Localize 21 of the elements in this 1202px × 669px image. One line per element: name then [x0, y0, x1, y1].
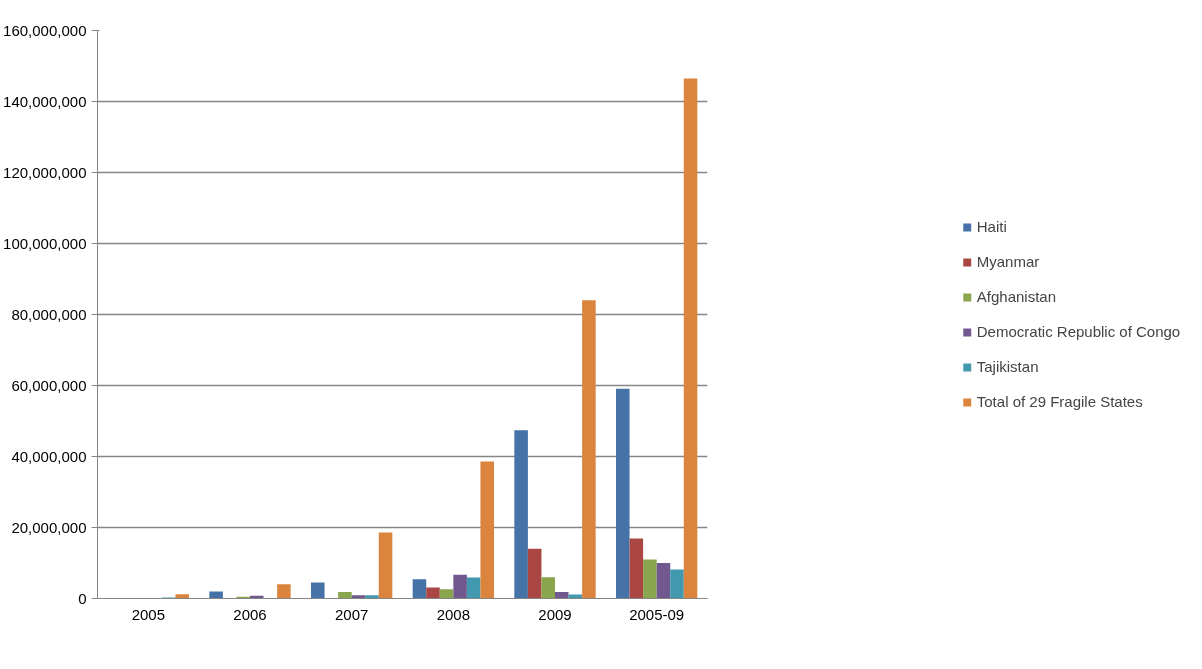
y-tick-label: 20,000,000	[11, 518, 87, 536]
legend-label: Democratic Republic of Congo	[976, 323, 1181, 340]
x-tick-label: 2007	[334, 605, 369, 623]
y-tick-label: 100,000,000	[3, 234, 87, 252]
y-tick-label: 80,000,000	[11, 305, 87, 323]
y-tick-label: 140,000,000	[3, 92, 87, 110]
y-tick-label: 40,000,000	[11, 447, 87, 465]
legend-label: Haiti	[976, 218, 1007, 235]
legend-label: Afghanistan	[976, 288, 1057, 305]
x-tick-label: 2005-09	[629, 605, 685, 623]
legend-label: Tajikistan	[976, 358, 1039, 375]
legend-label: Myanmar	[976, 253, 1040, 270]
x-tick-label: 2009	[538, 605, 572, 623]
x-tick-label: 2005	[131, 605, 166, 623]
y-tick-label: 0	[78, 589, 87, 607]
y-tick-label: 160,000,000	[3, 21, 87, 39]
x-tick-label: 2006	[233, 605, 267, 623]
x-tick-label: 2008	[436, 605, 471, 623]
y-tick-label: 120,000,000	[3, 163, 87, 181]
legend-label: Total of 29 Fragile States	[976, 393, 1143, 410]
y-tick-label: 60,000,000	[11, 376, 87, 394]
